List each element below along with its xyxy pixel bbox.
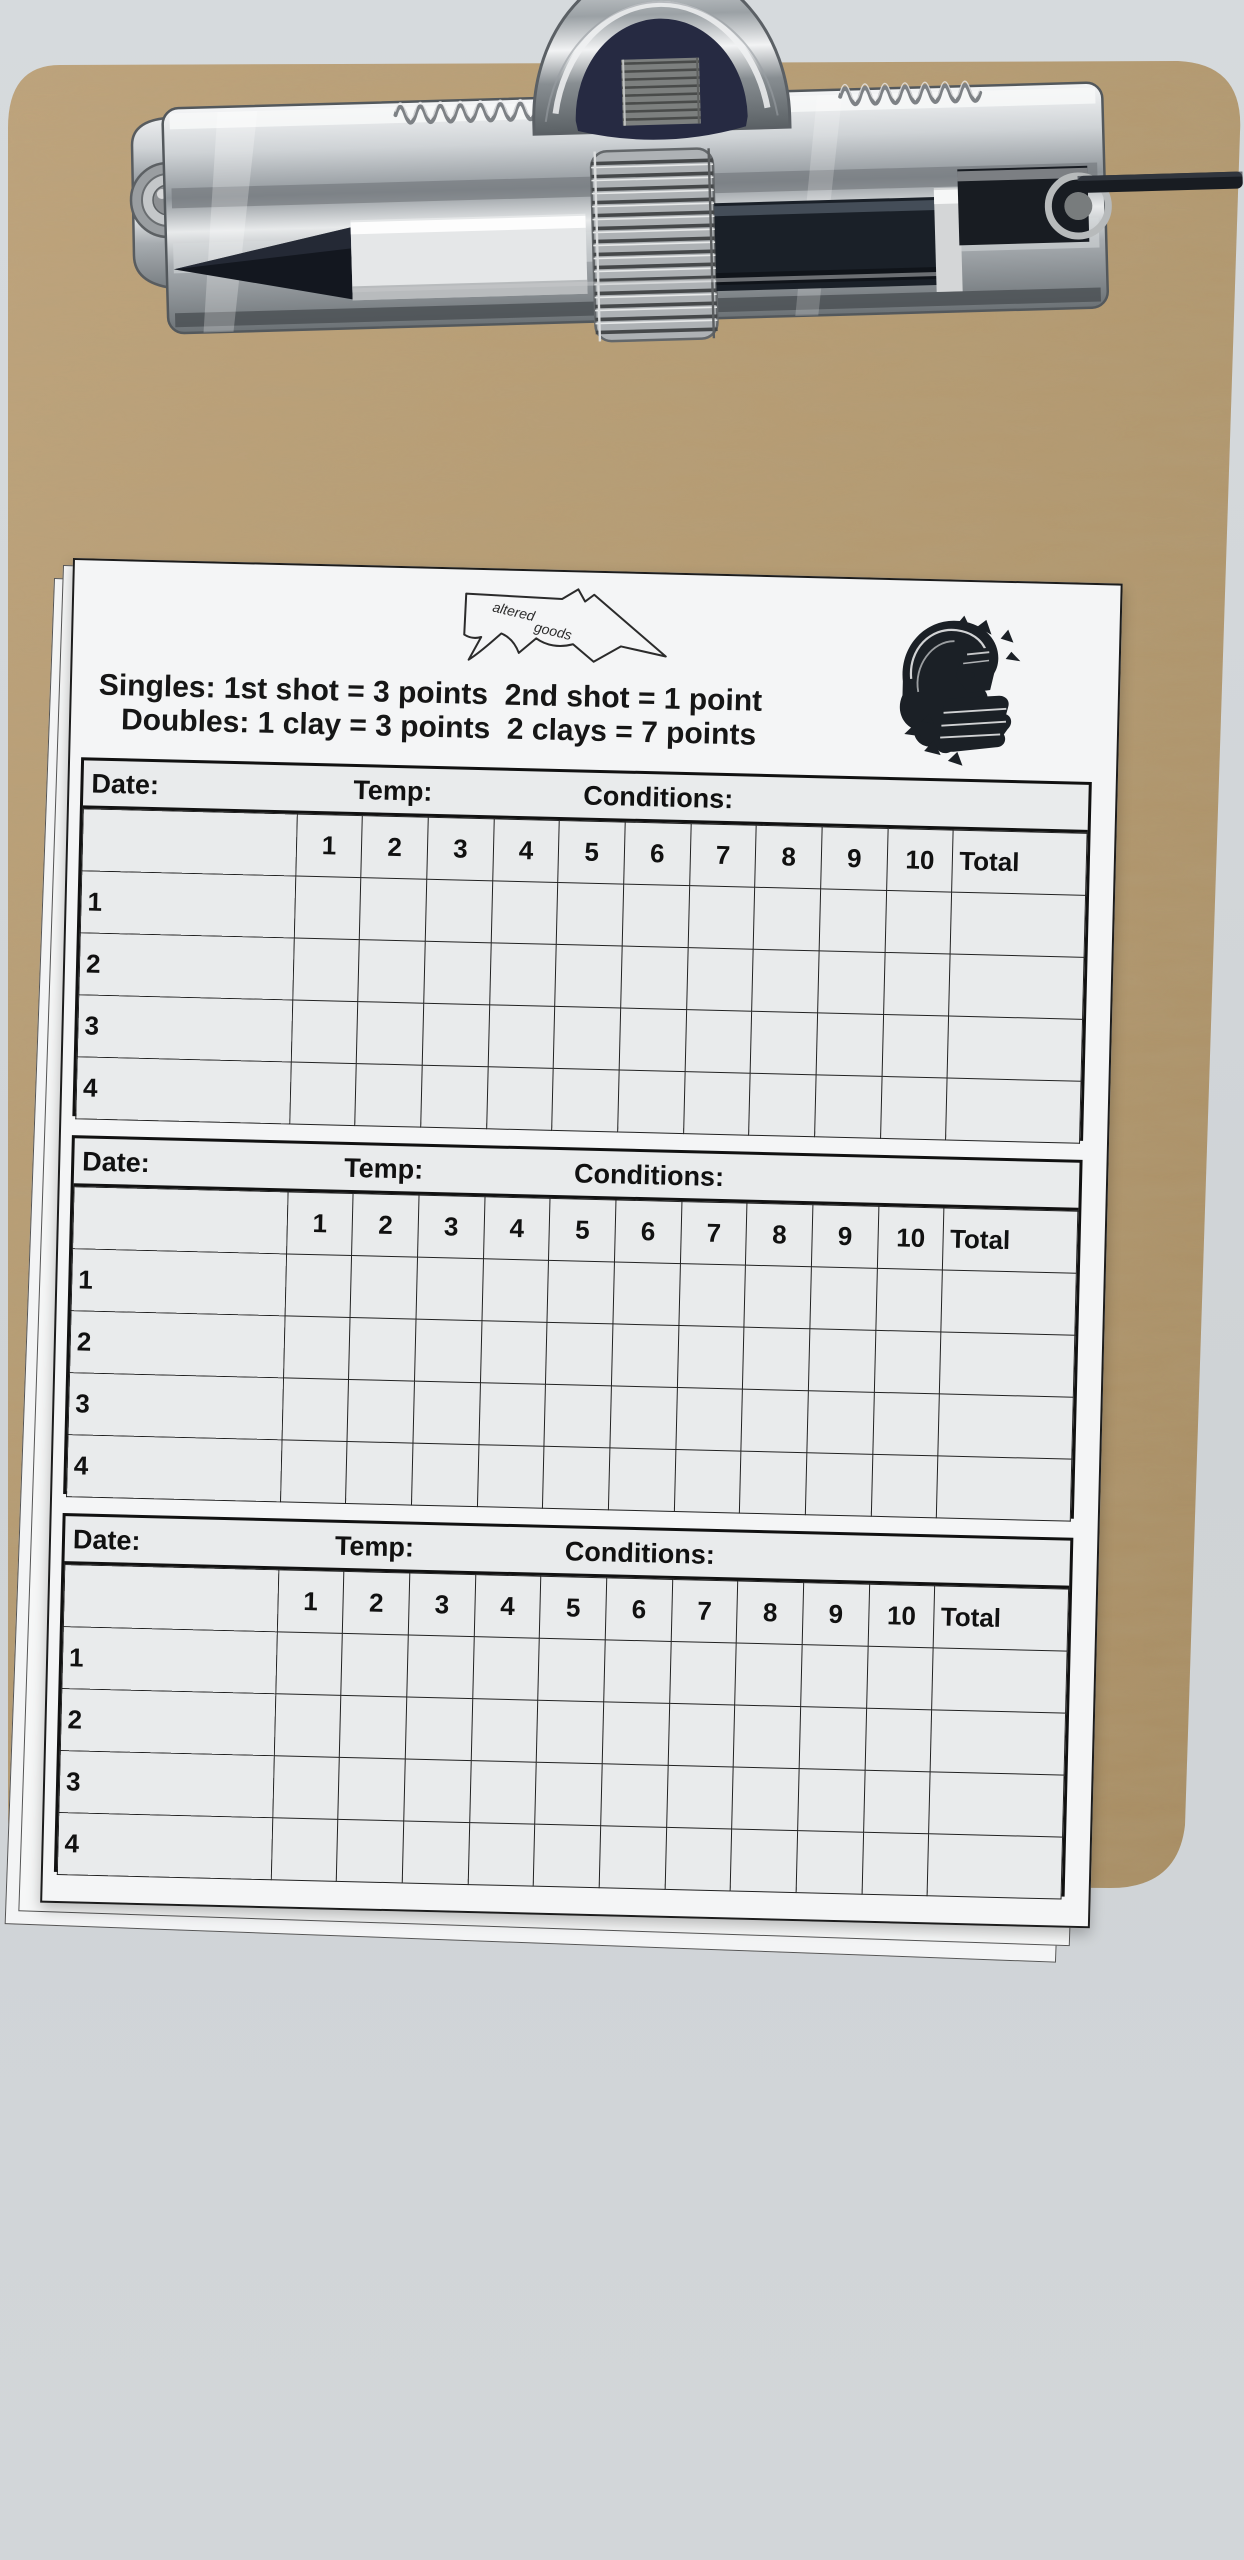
svg-text:altered: altered [491,599,538,625]
